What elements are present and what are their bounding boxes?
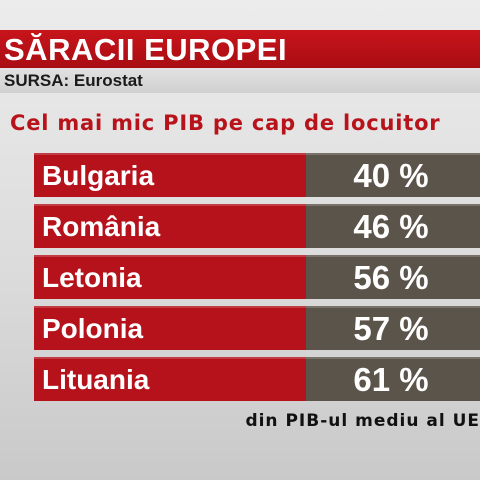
chart-footnote: din PIB-ul mediu al UE	[245, 411, 480, 431]
value-label: 61 %	[353, 361, 428, 398]
table-row: Bulgaria 40 %	[34, 153, 480, 197]
country-label: Bulgaria	[42, 160, 154, 191]
value-cell	[306, 306, 480, 350]
table-row: Letonia 56 %	[34, 255, 480, 299]
country-label: Letonia	[42, 262, 142, 293]
country-cell	[34, 255, 306, 299]
table-row: Polonia 57 %	[34, 306, 480, 350]
country-cell	[34, 153, 306, 197]
value-label: 57 %	[353, 310, 428, 347]
country-cell	[34, 306, 306, 350]
row-highlight	[34, 153, 480, 155]
source-strip	[0, 68, 480, 93]
row-highlight	[34, 306, 480, 308]
title-bar	[0, 30, 480, 68]
table-row: România 46 %	[34, 204, 480, 248]
value-label: 46 %	[353, 208, 428, 245]
source-label: SURSA: Eurostat	[4, 71, 143, 90]
value-label: 40 %	[353, 157, 428, 194]
page-title: SĂRACII EUROPEI	[4, 32, 288, 67]
chart-title: Cel mai mic PIB pe cap de locuitor	[10, 111, 441, 135]
country-cell	[34, 204, 306, 248]
value-cell	[306, 255, 480, 299]
value-cell	[306, 204, 480, 248]
row-highlight	[34, 357, 480, 359]
value-cell	[306, 357, 480, 401]
country-label: Lituania	[42, 364, 150, 395]
country-label: Polonia	[42, 313, 144, 344]
country-cell	[34, 357, 306, 401]
table-row: Lituania 61 %	[34, 357, 480, 401]
value-label: 56 %	[353, 259, 428, 296]
row-highlight	[34, 204, 480, 206]
row-highlight	[34, 255, 480, 257]
country-label: România	[42, 211, 161, 242]
value-cell	[306, 153, 480, 197]
